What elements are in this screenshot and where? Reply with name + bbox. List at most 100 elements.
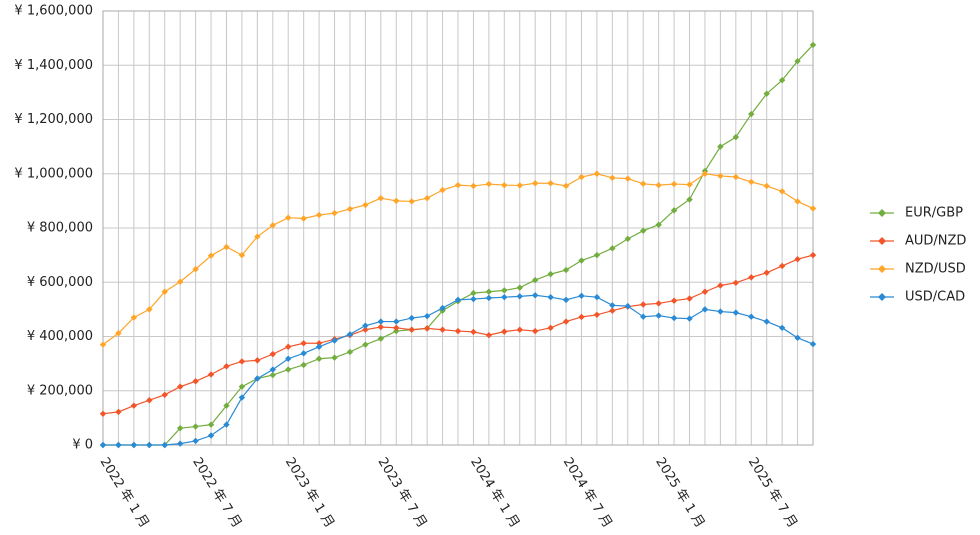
point	[285, 343, 292, 351]
legend-marker	[878, 293, 886, 301]
point	[485, 288, 493, 295]
point	[362, 341, 369, 348]
point	[439, 326, 446, 333]
point	[562, 296, 570, 304]
y-tick-label: ¥ 1,200,000	[14, 112, 93, 127]
point	[562, 318, 570, 325]
point	[192, 266, 199, 273]
point	[686, 295, 693, 302]
point	[238, 251, 246, 259]
point	[300, 350, 307, 357]
point	[346, 348, 354, 356]
point	[254, 375, 261, 382]
point	[408, 314, 415, 322]
point	[640, 301, 647, 308]
point	[485, 294, 493, 302]
point	[377, 323, 385, 331]
point	[254, 233, 261, 240]
point	[593, 311, 601, 318]
point	[578, 257, 585, 264]
point	[732, 173, 740, 181]
x-tick-label: 2025 年 1 月	[652, 455, 707, 531]
point	[640, 313, 647, 320]
point	[763, 269, 770, 276]
y-tick-label: ¥ 800,000	[27, 221, 93, 236]
legend-label: USD/CAD	[905, 290, 965, 305]
point	[346, 205, 354, 213]
point	[578, 313, 585, 321]
point	[377, 194, 385, 202]
point	[161, 391, 168, 399]
point	[593, 251, 601, 259]
point	[763, 318, 770, 325]
point	[192, 423, 199, 430]
point	[346, 331, 354, 338]
legend-label: NZD/USD	[905, 262, 966, 277]
x-tick-label: 2024 年 7 月	[560, 455, 615, 531]
point	[655, 312, 662, 319]
x-tick-label: 2022 年 1 月	[97, 455, 152, 531]
y-tick-label: ¥ 400,000	[27, 329, 93, 344]
point	[609, 174, 616, 182]
point	[470, 295, 477, 303]
point	[778, 262, 786, 270]
point	[624, 175, 631, 182]
point	[377, 335, 385, 342]
point	[161, 288, 168, 295]
point	[254, 357, 261, 364]
point	[624, 302, 631, 310]
point	[207, 371, 215, 378]
point	[609, 302, 616, 309]
legend-label: AUD/NZD	[905, 234, 966, 249]
point	[238, 394, 246, 401]
point	[531, 327, 539, 335]
y-tick-label: ¥ 1,400,000	[14, 58, 93, 73]
point	[501, 328, 508, 335]
point	[763, 90, 770, 97]
point	[717, 282, 724, 289]
point	[269, 350, 276, 358]
y-tick-label: ¥ 0	[72, 438, 93, 453]
point	[640, 180, 647, 187]
point	[516, 284, 523, 291]
point	[331, 209, 338, 217]
x-tick-label: 2022 年 7 月	[189, 455, 244, 531]
point	[377, 318, 385, 325]
point	[794, 198, 801, 205]
point	[146, 441, 153, 449]
point	[794, 57, 801, 65]
point	[300, 361, 307, 369]
point	[794, 334, 801, 342]
point	[701, 170, 709, 177]
x-tick-label: 2023 年 1 月	[282, 455, 337, 531]
point	[315, 340, 323, 347]
point	[778, 76, 786, 84]
point	[362, 201, 369, 209]
x-tick-label: 2025 年 7 月	[745, 455, 800, 531]
point	[408, 326, 415, 333]
point	[130, 314, 138, 321]
point	[192, 437, 199, 445]
point	[130, 441, 138, 449]
point	[640, 227, 647, 234]
point	[115, 408, 122, 416]
plot-border	[102, 10, 814, 446]
point	[516, 293, 523, 300]
point	[748, 178, 755, 186]
point	[223, 363, 230, 370]
point	[99, 410, 107, 418]
point	[547, 180, 554, 187]
point	[423, 325, 431, 332]
point	[285, 214, 292, 221]
point	[393, 197, 400, 205]
point	[732, 279, 740, 286]
point	[609, 307, 616, 314]
legend-marker	[878, 265, 886, 273]
y-tick-label: ¥ 200,000	[27, 383, 93, 398]
point	[655, 300, 662, 307]
point	[408, 198, 415, 205]
point	[670, 314, 678, 322]
point	[331, 354, 338, 361]
legend-marker	[878, 209, 886, 217]
point	[470, 182, 477, 190]
